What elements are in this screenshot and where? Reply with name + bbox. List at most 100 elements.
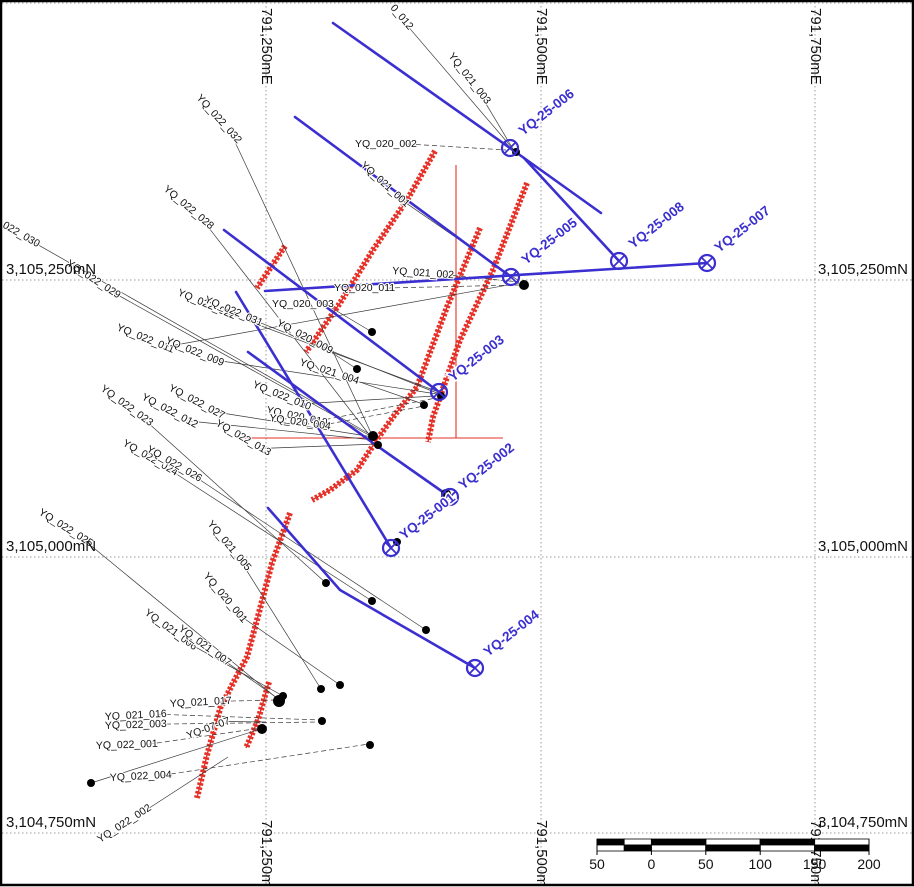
historic-label: YQ_022_004 — [110, 769, 173, 784]
historic-collar-dot — [322, 579, 330, 587]
scale-bar-segment — [814, 844, 870, 852]
leader-line — [222, 699, 278, 702]
easting-label-top: 791,250mE — [258, 8, 275, 85]
leader-line — [240, 561, 322, 690]
collar-symbol-YQ-25-008 — [609, 251, 629, 271]
leader-line — [186, 641, 284, 697]
historic-label: YQ_020_011 — [334, 282, 395, 294]
drillhole-trace-YQ-25-005 — [293, 115, 513, 279]
leader-line — [191, 474, 427, 631]
historic-collar-dot — [273, 695, 285, 707]
scale-bar-segment — [759, 838, 816, 846]
northing-label-right: 3,104,750mN — [818, 814, 908, 831]
historic-label: YQ_020_003 — [272, 298, 334, 310]
leader-line — [386, 284, 521, 289]
leader-line — [165, 282, 520, 348]
historic-label: YQ_022_001 — [96, 738, 158, 752]
trench-line-core — [221, 512, 291, 706]
historic-label: YQ_021_017 — [170, 695, 233, 710]
scale-bar-tick-label: 0 — [648, 856, 656, 872]
easting-label-top: 791,750mE — [807, 8, 824, 85]
historic-collar-dot — [87, 779, 95, 787]
leader-line — [236, 613, 341, 686]
scale-bar-segment — [623, 844, 652, 852]
scale-bar-segment — [596, 844, 625, 852]
leader-line — [231, 134, 373, 436]
easting-label-bottom: 791,500mE — [533, 820, 550, 887]
drillhole-trace-YQ-25-008 — [522, 156, 621, 263]
trench-line-core — [245, 681, 270, 749]
scale-bar-segment — [651, 844, 707, 852]
scale-bar-tick-label: 50 — [698, 856, 714, 872]
leader-line — [157, 713, 322, 721]
northing-label-left: 3,105,000mN — [6, 538, 96, 555]
historic-label: YQ_020_002 — [355, 138, 417, 150]
leader-line — [157, 721, 321, 725]
trench-line-core — [427, 182, 528, 443]
collar-symbol-YQ-25-003 — [429, 382, 449, 402]
leader-line — [349, 378, 424, 405]
historic-collar-dot — [368, 431, 378, 441]
leader-line — [321, 405, 425, 426]
leader-line — [33, 242, 374, 437]
historic-collar-dot — [519, 280, 529, 290]
leader-line — [252, 319, 438, 394]
scale-bar-segment — [705, 844, 761, 852]
scale-bar-tick-label: 50 — [589, 856, 605, 872]
scale-bar-segment — [596, 838, 625, 846]
historic-collar-dot — [318, 717, 326, 725]
scale-bar-segment — [651, 838, 707, 846]
drillhole-trace-YQ-25-007 — [263, 261, 709, 293]
drillhole-trace-YQ-25-004 — [266, 506, 477, 670]
trench-line-core — [305, 150, 436, 353]
scale-bar — [596, 838, 870, 855]
drillhole-trace-YQ-25-003 — [222, 228, 441, 394]
leader-line — [214, 411, 374, 438]
leader-line — [444, 274, 520, 283]
collar-symbol-YQ-25-002 — [440, 487, 460, 507]
historic-collar-dot — [366, 741, 374, 749]
northing-label-right: 3,105,250mN — [818, 261, 908, 278]
northing-label-left: 3,105,250mN — [6, 261, 96, 278]
leader-line — [187, 420, 375, 441]
collar-symbol-YQ-25-005 — [501, 267, 521, 287]
leader-line — [82, 538, 280, 701]
leader-line — [322, 346, 358, 370]
leader-line — [260, 443, 378, 449]
trench-line-core — [196, 701, 223, 799]
historic-collar-dot — [368, 597, 376, 605]
leader-line — [227, 721, 267, 723]
leader-line — [324, 303, 373, 333]
scale-bar-segment — [705, 838, 761, 846]
leader-line — [214, 359, 438, 395]
leader-line — [407, 143, 507, 151]
northing-label-left: 3,104,750mN — [6, 814, 96, 831]
scale-bar-segment — [814, 838, 870, 846]
scale-bar-tick-label: 200 — [857, 856, 881, 872]
scale-bar-tick-label: 150 — [803, 856, 827, 872]
trench-line-core — [311, 227, 481, 501]
historic-collar-dot — [336, 681, 344, 689]
leader-line — [406, 25, 514, 150]
historic-label: YQ_022_003 — [105, 718, 167, 732]
historic-collar-dot — [422, 626, 430, 634]
leader-line — [203, 220, 372, 438]
historic-collar-dot — [257, 724, 267, 734]
historic-collar-dot — [374, 441, 382, 449]
scale-bar-segment — [759, 844, 816, 852]
historic-collar-dot — [420, 401, 428, 409]
leader-line — [144, 756, 229, 812]
leader-line — [301, 395, 436, 405]
historic-label: YQ_021_016 — [105, 708, 168, 723]
collar-symbol-YQ-25-001 — [381, 538, 401, 558]
leader-line — [167, 468, 373, 602]
historic-collar-dot — [353, 365, 361, 373]
historic-collar-dot — [317, 685, 325, 693]
northing-label-right: 3,105,000mN — [818, 538, 908, 555]
easting-label-bottom: 791,750mE — [807, 820, 824, 887]
collar-symbol-YQ-25-007 — [697, 253, 717, 273]
